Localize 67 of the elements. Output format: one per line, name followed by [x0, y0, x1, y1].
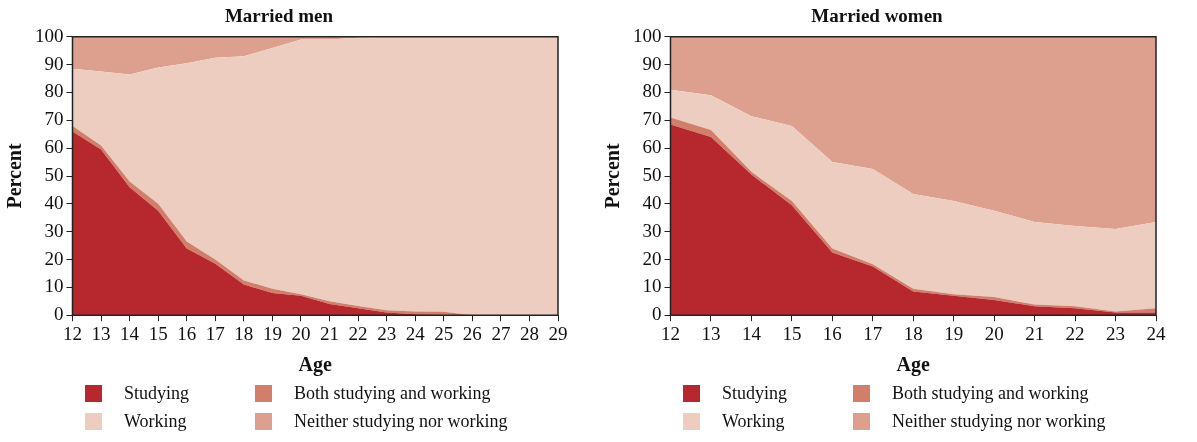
x-tick-label: 19	[944, 322, 964, 344]
x-tick-label: 25	[434, 322, 454, 344]
y-axis-title: Percent	[3, 143, 26, 209]
y-tick-label: 20	[44, 247, 64, 269]
x-tick-label: 20	[984, 322, 1004, 344]
x-tick-label: 20	[291, 322, 311, 344]
x-tick-label: 21	[320, 322, 340, 344]
y-tick-label: 30	[44, 219, 64, 241]
x-tick-label: 12	[63, 322, 82, 344]
x-tick-label: 16	[822, 322, 842, 344]
legend-label: Studying	[124, 382, 190, 404]
x-tick-label: 18	[903, 322, 923, 344]
y-tick-label: 40	[44, 191, 64, 213]
x-tick-label: 22	[1065, 322, 1085, 344]
x-tick-label: 17	[863, 322, 883, 344]
x-tick-label: 14	[120, 322, 140, 344]
y-tick-label: 90	[44, 52, 64, 74]
x-tick-label: 15	[782, 322, 802, 344]
y-axis-title: Percent	[601, 143, 624, 209]
x-axis-title: Age	[896, 353, 931, 377]
x-tick-label: 18	[234, 322, 254, 344]
y-tick-label: 0	[652, 303, 662, 325]
chart-title: Married women	[811, 5, 944, 27]
x-tick-label: 14	[741, 322, 762, 344]
legend-label: Working	[722, 410, 785, 432]
x-tick-label: 27	[491, 322, 511, 344]
x-tick-label: 21	[1025, 322, 1045, 344]
x-axis-title: Age	[298, 353, 333, 377]
x-tick-label: 15	[148, 322, 168, 344]
y-tick-label: 40	[642, 191, 662, 213]
x-tick-label: 29	[548, 322, 568, 344]
x-tick-label: 13	[91, 322, 111, 344]
x-tick-label: 24	[1146, 322, 1166, 344]
x-tick-label: 12	[661, 322, 680, 344]
y-tick-label: 10	[44, 275, 64, 297]
legend-label: Both studying and working	[294, 382, 491, 404]
legend-label: Working	[124, 410, 187, 432]
y-tick-label: 100	[633, 24, 662, 46]
y-tick-label: 50	[642, 163, 662, 185]
y-tick-label: 80	[642, 80, 662, 102]
x-tick-label: 26	[462, 322, 482, 344]
y-tick-label: 10	[642, 275, 662, 297]
x-tick-label: 16	[177, 322, 197, 344]
x-tick-label: 13	[701, 322, 721, 344]
y-tick-label: 90	[642, 52, 662, 74]
legend-label: Neither studying nor working	[294, 410, 508, 432]
y-tick-label: 70	[642, 108, 662, 130]
y-tick-label: 50	[44, 163, 64, 185]
x-tick-label: 23	[1106, 322, 1126, 344]
chart-title: Married men	[224, 5, 334, 27]
y-tick-label: 30	[642, 219, 662, 241]
y-tick-label: 20	[642, 247, 662, 269]
y-tick-label: 80	[44, 80, 64, 102]
x-tick-label: 17	[205, 322, 225, 344]
y-tick-label: 70	[44, 108, 64, 130]
x-tick-label: 22	[348, 322, 368, 344]
legend-label: Studying	[722, 382, 788, 404]
legend-label: Both studying and working	[892, 382, 1089, 404]
legend-label: Neither studying nor working	[892, 410, 1106, 432]
x-tick-label: 24	[405, 322, 426, 344]
y-tick-label: 60	[44, 136, 64, 158]
y-tick-label: 100	[35, 24, 64, 46]
x-tick-label: 28	[519, 322, 539, 344]
x-tick-label: 23	[377, 322, 397, 344]
x-tick-label: 19	[262, 322, 282, 344]
y-tick-label: 0	[54, 303, 64, 325]
y-tick-label: 60	[642, 136, 662, 158]
